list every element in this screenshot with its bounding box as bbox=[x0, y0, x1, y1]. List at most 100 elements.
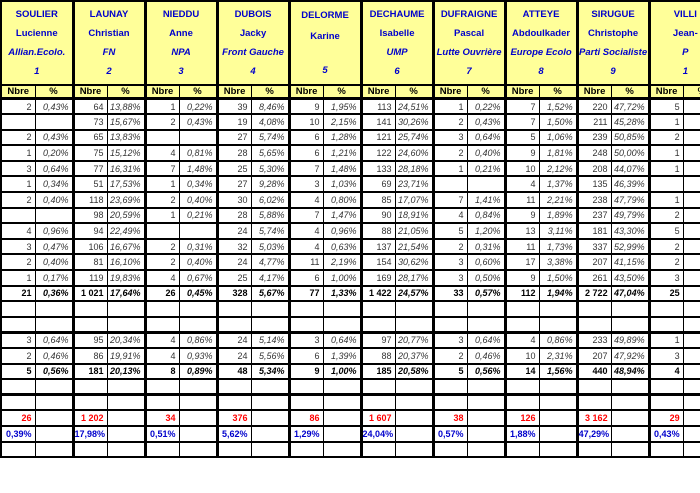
cell-nbre[interactable]: 7 bbox=[287, 159, 324, 177]
subheader-pct[interactable]: % bbox=[250, 84, 290, 100]
cell-nbre[interactable]: 220 bbox=[575, 97, 612, 115]
cell-pct[interactable]: 0,64% bbox=[322, 330, 362, 348]
cell-nbre[interactable]: 33 bbox=[431, 284, 468, 302]
cell-nbre[interactable]: 9 bbox=[503, 144, 540, 161]
cell-pct[interactable] bbox=[394, 440, 434, 458]
subheader-nbre[interactable]: Nbre bbox=[287, 84, 324, 100]
cell-nbre[interactable] bbox=[215, 300, 252, 317]
cell-nbre[interactable]: 1 607 bbox=[359, 409, 396, 426]
cell-pct[interactable] bbox=[538, 315, 578, 333]
cell-pct[interactable]: 0,81% bbox=[178, 144, 218, 161]
cell-pct[interactable] bbox=[610, 409, 650, 426]
cell-nbre[interactable]: 1 202 bbox=[71, 409, 108, 426]
candidate-header-5[interactable]: DELORME Karine 5 bbox=[287, 0, 362, 85]
cell-pct[interactable]: 1,28% bbox=[322, 128, 362, 146]
cell-pct[interactable]: 1,47% bbox=[322, 206, 362, 224]
cell-pct[interactable] bbox=[682, 300, 700, 317]
cell-pct[interactable] bbox=[322, 424, 362, 442]
cell-nbre[interactable]: 9 bbox=[287, 362, 324, 380]
cell-nbre[interactable]: 24,04% bbox=[359, 424, 396, 442]
cell-pct[interactable] bbox=[250, 300, 290, 317]
subheader-pct[interactable]: % bbox=[466, 84, 506, 100]
cell-nbre[interactable]: 4 bbox=[431, 206, 468, 224]
cell-nbre[interactable]: 1 bbox=[647, 113, 684, 130]
cell-nbre[interactable]: 2 bbox=[143, 191, 180, 208]
cell-pct[interactable]: 1,48% bbox=[178, 159, 218, 177]
cell-pct[interactable]: 6,02% bbox=[250, 191, 290, 208]
cell-pct[interactable]: 0,56% bbox=[466, 362, 506, 380]
cell-pct[interactable]: 3,11% bbox=[538, 222, 578, 239]
cell-pct[interactable] bbox=[178, 300, 218, 317]
cell-nbre[interactable]: 5 bbox=[647, 222, 684, 239]
cell-pct[interactable]: 30,26% bbox=[394, 113, 434, 130]
cell-pct[interactable]: 1,94% bbox=[538, 284, 578, 302]
cell-nbre[interactable]: 28 bbox=[215, 206, 252, 224]
cell-nbre[interactable]: 34 bbox=[143, 409, 180, 426]
cell-pct[interactable] bbox=[682, 191, 700, 208]
cell-pct[interactable] bbox=[682, 330, 700, 348]
cell-pct[interactable] bbox=[178, 222, 218, 239]
cell-nbre[interactable]: 2 bbox=[647, 253, 684, 271]
cell-nbre[interactable]: 121 bbox=[359, 128, 396, 146]
cell-pct[interactable]: 21,05% bbox=[394, 222, 434, 239]
cell-pct[interactable]: 0,40% bbox=[178, 191, 218, 208]
cell-pct[interactable]: 1,95% bbox=[322, 97, 362, 115]
cell-pct[interactable]: 2,31% bbox=[538, 347, 578, 364]
cell-nbre[interactable]: 337 bbox=[575, 237, 612, 255]
cell-nbre[interactable]: 3 bbox=[431, 269, 468, 286]
cell-pct[interactable] bbox=[466, 424, 506, 442]
cell-nbre[interactable] bbox=[287, 315, 324, 333]
cell-nbre[interactable]: 0,39% bbox=[0, 424, 35, 442]
cell-pct[interactable] bbox=[466, 393, 506, 411]
cell-pct[interactable]: 0,80% bbox=[322, 191, 362, 208]
cell-pct[interactable] bbox=[682, 206, 700, 224]
cell-pct[interactable]: 0,31% bbox=[466, 237, 506, 255]
cell-nbre[interactable]: 0,43% bbox=[647, 424, 684, 442]
cell-nbre[interactable]: 1 021 bbox=[71, 284, 108, 302]
cell-pct[interactable]: 20,58% bbox=[394, 362, 434, 380]
cell-nbre[interactable]: 154 bbox=[359, 253, 396, 271]
cell-pct[interactable] bbox=[466, 409, 506, 426]
cell-nbre[interactable]: 98 bbox=[71, 206, 108, 224]
cell-nbre[interactable]: 4 bbox=[287, 237, 324, 255]
cell-pct[interactable] bbox=[250, 315, 290, 333]
cell-pct[interactable] bbox=[682, 284, 700, 302]
cell-pct[interactable] bbox=[250, 378, 290, 395]
cell-nbre[interactable]: 1 bbox=[143, 206, 180, 224]
cell-nbre[interactable]: 2 bbox=[647, 128, 684, 146]
cell-pct[interactable]: 4,08% bbox=[250, 113, 290, 130]
cell-nbre[interactable]: 17 bbox=[503, 253, 540, 271]
cell-pct[interactable]: 0,34% bbox=[178, 175, 218, 193]
cell-pct[interactable] bbox=[682, 315, 700, 333]
subheader-nbre[interactable]: Nbre bbox=[575, 84, 612, 100]
cell-pct[interactable]: 0,96% bbox=[34, 222, 74, 239]
subheader-pct[interactable]: % bbox=[394, 84, 434, 100]
cell-pct[interactable] bbox=[610, 440, 650, 458]
cell-pct[interactable]: 15,67% bbox=[106, 113, 146, 130]
cell-nbre[interactable]: 8 bbox=[143, 362, 180, 380]
cell-nbre[interactable]: 7 bbox=[503, 113, 540, 130]
cell-pct[interactable]: 17,53% bbox=[106, 175, 146, 193]
cell-nbre[interactable] bbox=[71, 440, 108, 458]
cell-nbre[interactable]: 181 bbox=[575, 222, 612, 239]
cell-pct[interactable]: 25,74% bbox=[394, 128, 434, 146]
cell-pct[interactable]: 8,46% bbox=[250, 97, 290, 115]
cell-pct[interactable]: 5,88% bbox=[250, 206, 290, 224]
cell-pct[interactable] bbox=[34, 409, 74, 426]
cell-pct[interactable] bbox=[466, 315, 506, 333]
cell-nbre[interactable]: 181 bbox=[71, 362, 108, 380]
cell-pct[interactable]: 1,39% bbox=[322, 347, 362, 364]
cell-pct[interactable] bbox=[34, 440, 74, 458]
cell-pct[interactable]: 50,85% bbox=[610, 128, 650, 146]
cell-nbre[interactable]: 86 bbox=[71, 347, 108, 364]
cell-nbre[interactable]: 88 bbox=[359, 222, 396, 239]
cell-pct[interactable]: 0,40% bbox=[34, 191, 74, 208]
cell-nbre[interactable] bbox=[431, 378, 468, 395]
cell-pct[interactable]: 2,21% bbox=[538, 191, 578, 208]
cell-nbre[interactable]: 2 bbox=[143, 113, 180, 130]
cell-pct[interactable]: 0,43% bbox=[34, 128, 74, 146]
cell-nbre[interactable] bbox=[647, 315, 684, 333]
cell-nbre[interactable]: 2 bbox=[0, 191, 35, 208]
cell-pct[interactable] bbox=[394, 409, 434, 426]
cell-pct[interactable] bbox=[178, 315, 218, 333]
